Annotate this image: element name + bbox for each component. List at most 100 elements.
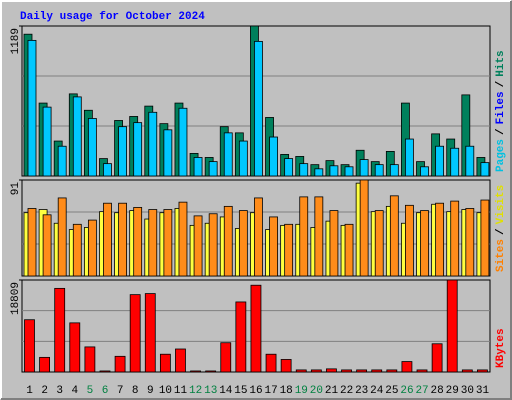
bar	[405, 204, 414, 277]
bar	[431, 343, 443, 373]
x-tick-label: 16	[249, 385, 262, 397]
x-tick-label: 28	[431, 385, 444, 397]
bar	[193, 215, 203, 277]
bar	[133, 122, 143, 177]
bar	[374, 164, 384, 177]
bar	[310, 369, 322, 373]
bar	[284, 223, 294, 277]
x-tick-label: 11	[174, 385, 188, 397]
bar	[386, 369, 398, 373]
bar	[371, 369, 383, 373]
bar	[450, 200, 460, 277]
x-tick-label: 30	[461, 385, 474, 397]
bar	[254, 197, 263, 277]
bar	[269, 136, 278, 177]
bar	[27, 208, 37, 277]
bar	[220, 342, 232, 373]
bar	[54, 287, 66, 373]
legend: Sites / Visits	[495, 185, 507, 272]
bar	[24, 319, 35, 373]
x-tick-label: 4	[72, 385, 79, 397]
bar	[205, 370, 217, 373]
bar	[435, 145, 445, 177]
x-tick-label: 15	[234, 385, 247, 397]
bar	[84, 346, 96, 373]
bar	[235, 301, 247, 373]
x-tick-label: 17	[264, 385, 277, 397]
bar	[42, 106, 52, 177]
legend-entry: Files	[495, 91, 507, 124]
bar	[416, 369, 428, 373]
legend-entry: Pages	[495, 139, 507, 172]
x-tick-label: 27	[415, 385, 428, 397]
x-tick-label: 6	[102, 385, 109, 397]
title: Daily usage for October 2024	[20, 11, 205, 23]
x-tick-label: 26	[400, 385, 413, 397]
bar	[39, 356, 50, 373]
bar	[314, 168, 324, 177]
bar	[265, 353, 277, 373]
x-tick-label: 7	[117, 385, 124, 397]
legend-entry: Sites	[495, 239, 507, 272]
bar	[87, 219, 97, 277]
bar	[114, 355, 126, 373]
bar	[69, 322, 81, 373]
bar	[103, 163, 112, 177]
bar	[465, 208, 475, 277]
x-tick-label: 9	[147, 385, 154, 397]
bar	[118, 202, 127, 277]
bar	[190, 370, 201, 373]
bar	[238, 210, 248, 277]
bar	[450, 147, 460, 177]
bar	[72, 223, 82, 277]
bar	[314, 196, 324, 277]
bar	[477, 369, 488, 373]
bar	[295, 369, 307, 373]
bar	[389, 195, 399, 277]
x-tick-label: 5	[87, 385, 94, 397]
bar	[208, 161, 218, 177]
bar	[446, 279, 458, 373]
x-tick-label: 18	[280, 385, 293, 397]
bar	[405, 138, 414, 177]
bar	[344, 223, 354, 277]
bar	[359, 179, 369, 277]
bar	[159, 353, 171, 373]
x-tick-label: 13	[204, 385, 217, 397]
bar	[480, 199, 490, 277]
x-tick-label: 12	[189, 385, 202, 397]
bar	[299, 163, 309, 177]
legend: Pages / Files / Hits	[495, 50, 507, 172]
bar	[72, 96, 82, 177]
x-tick-label: 21	[325, 385, 339, 397]
bar	[420, 166, 429, 177]
y-tick-label: 18809	[10, 282, 22, 315]
bar	[163, 129, 173, 177]
bar	[284, 158, 294, 177]
bar	[178, 201, 188, 277]
legend-separator: /	[495, 228, 507, 235]
bar	[118, 126, 127, 177]
x-tick-label: 20	[310, 385, 323, 397]
legend-entry: Visits	[495, 185, 507, 225]
bar	[178, 107, 188, 177]
bar	[374, 210, 384, 277]
x-tick-label: 31	[476, 385, 490, 397]
bar	[27, 39, 37, 177]
x-tick-label: 10	[159, 385, 172, 397]
x-tick-label: 25	[385, 385, 398, 397]
bar	[223, 205, 233, 277]
bar	[208, 213, 218, 277]
bar	[163, 209, 173, 277]
bar	[57, 197, 67, 277]
bar	[42, 214, 52, 277]
legend-separator: /	[495, 128, 507, 135]
x-tick-label: 19	[295, 385, 308, 397]
bar	[329, 165, 339, 177]
x-tick-label: 29	[446, 385, 459, 397]
legend-entry: KBytes	[495, 328, 507, 368]
x-tick-label: 2	[41, 385, 48, 397]
bar	[193, 157, 203, 177]
